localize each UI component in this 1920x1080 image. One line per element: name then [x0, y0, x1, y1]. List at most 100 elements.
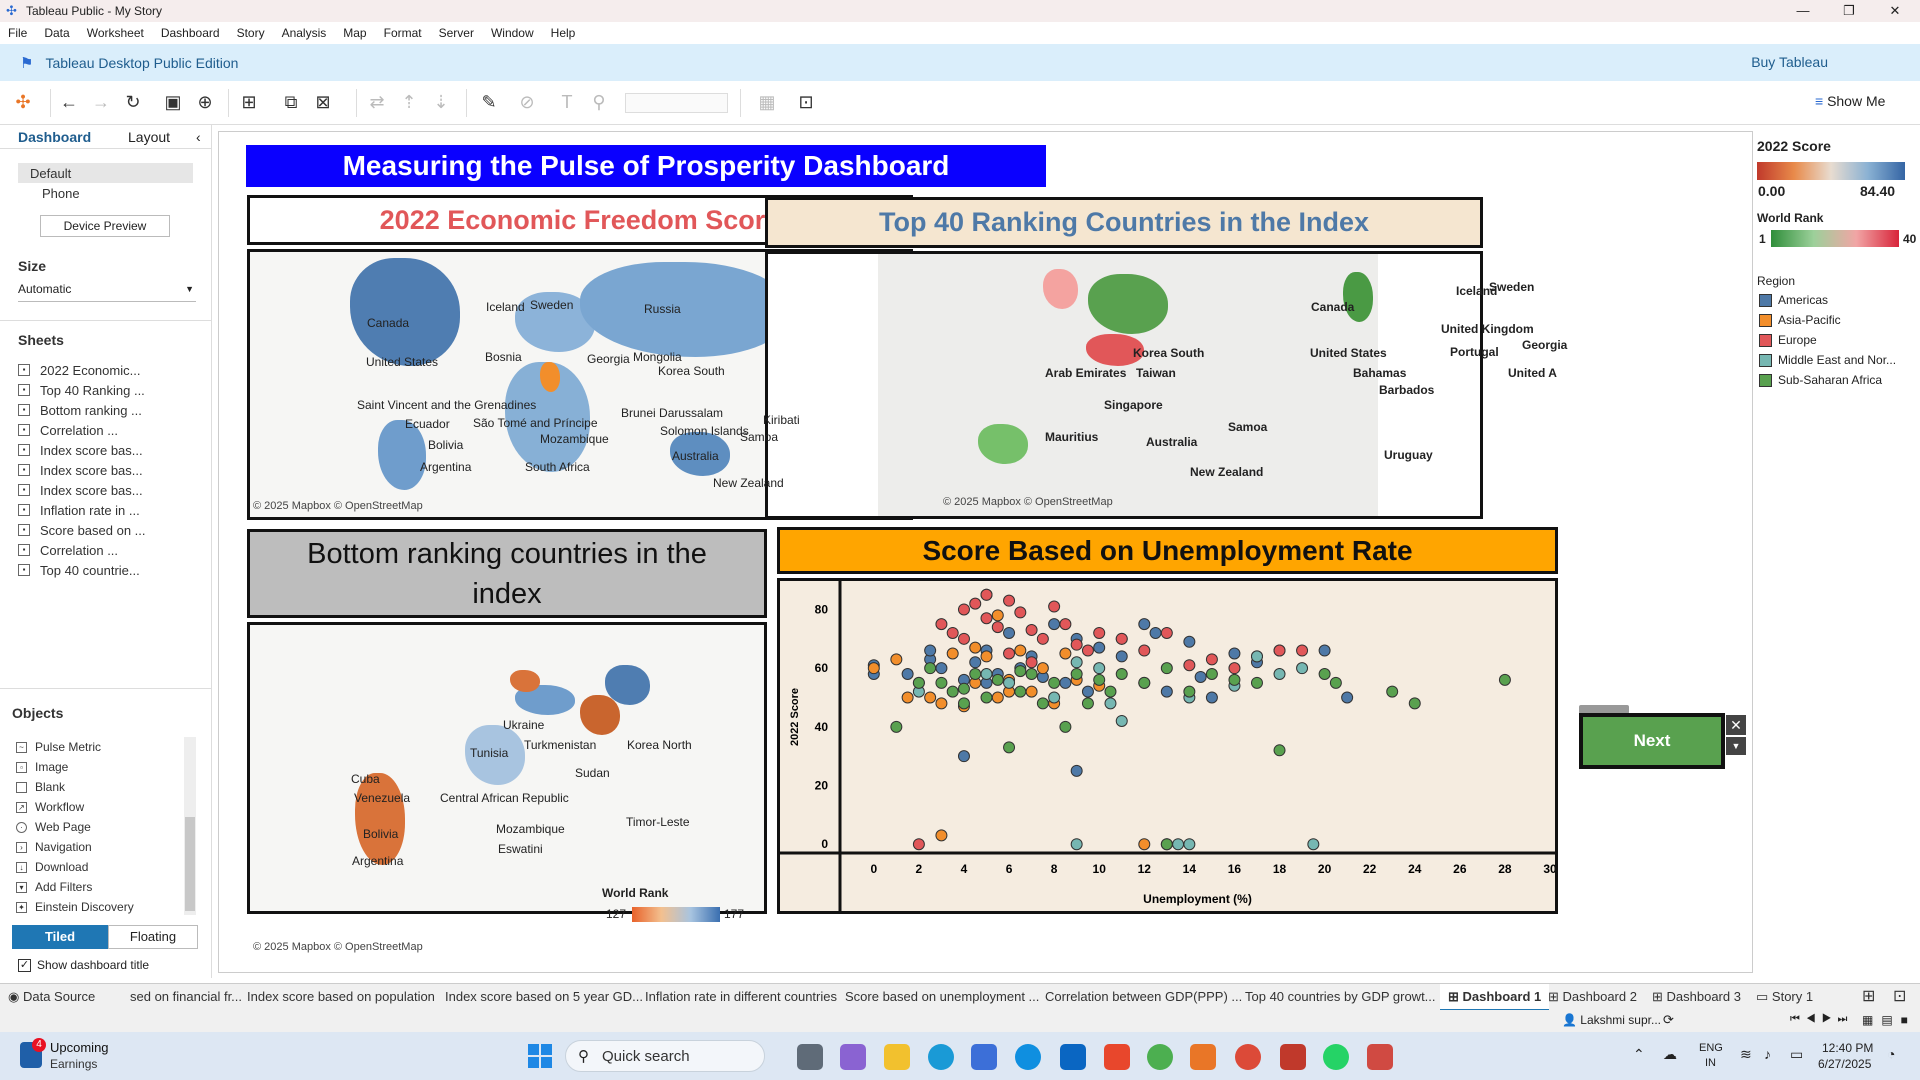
size-select[interactable]: Automatic ▼ [18, 282, 196, 302]
duplicate-icon[interactable]: ⧉ [284, 92, 298, 112]
edge-browser-icon[interactable] [928, 1044, 954, 1070]
menu-file[interactable]: File [8, 26, 28, 40]
linkedin-icon[interactable] [1060, 1044, 1086, 1070]
language-secondary[interactable]: IN [1705, 1057, 1716, 1069]
device-phone[interactable]: Phone [42, 186, 80, 201]
objects-scrollbar[interactable] [184, 737, 196, 915]
collapse-panel-icon[interactable]: ‹ [196, 129, 201, 145]
cards-icon[interactable]: ▦ [758, 92, 776, 112]
tab-data-source[interactable]: ◉ Data Source [8, 989, 95, 1005]
device-preview-button[interactable]: Device Preview [40, 215, 170, 237]
tab-dashboard-2[interactable]: ⊞ Dashboard 2 [1548, 989, 1637, 1005]
tab-sheet[interactable]: Correlation between GDP(PPP) ... [1045, 989, 1243, 1004]
menu-data[interactable]: Data [44, 26, 70, 40]
volume-icon[interactable]: ♪ [1764, 1046, 1771, 1062]
taskbar-search[interactable]: ⚲ Quick search [565, 1040, 765, 1072]
top40-map[interactable] [765, 251, 1483, 519]
sort-descending-icon[interactable]: ⇣ [433, 92, 449, 112]
sheet-item[interactable]: ▪ Top 40 countrie... [18, 561, 140, 579]
tab-sheet[interactable]: Index score based on population [247, 989, 435, 1004]
remove-floating-icon[interactable]: ✕ [1726, 715, 1746, 735]
view-mode-icon[interactable]: ▦▤■ [1862, 1013, 1916, 1027]
legend-item[interactable]: Middle East and Nor... [1759, 351, 1896, 369]
notifications-icon[interactable]: ◔ [1887, 1046, 1896, 1062]
tiled-button[interactable]: Tiled [12, 925, 108, 949]
task-view-icon[interactable] [797, 1044, 823, 1070]
object-pulse-metric[interactable]: ~ Pulse Metric [16, 738, 101, 756]
object-workflow[interactable]: ↗ Workflow [16, 798, 84, 816]
windows-start-icon[interactable] [528, 1044, 552, 1068]
tab-sheet[interactable]: Top 40 countries by GDP growt... [1245, 989, 1436, 1004]
fit-dropdown[interactable] [625, 93, 728, 113]
legend-item[interactable]: Americas [1759, 291, 1828, 309]
menu-analysis[interactable]: Analysis [281, 26, 327, 40]
chrome-profile-icon[interactable] [1235, 1044, 1261, 1070]
drag-handle[interactable] [1579, 705, 1629, 714]
tableau-logo-icon[interactable]: ✣ [15, 92, 31, 112]
clock-time[interactable]: 12:40 PM [1822, 1041, 1874, 1055]
tableau-taskbar-icon[interactable] [1190, 1044, 1216, 1070]
sheet-item[interactable]: ▪ Correlation ... [18, 421, 118, 439]
tab-sheet[interactable]: Score based on unemployment ... [845, 989, 1040, 1004]
new-data-source-icon[interactable]: ⊕ [197, 92, 213, 112]
tab-navigation-icon[interactable]: ⏮◀▶⏭ [1790, 1013, 1854, 1025]
save-icon[interactable]: ▣ [164, 92, 182, 112]
sheet-item[interactable]: ▪ 2022 Economic... [18, 361, 140, 379]
object-blank[interactable]: Blank [16, 778, 65, 796]
sheet-item[interactable]: ▪ Score based on ... [18, 521, 146, 539]
presentation-mode-icon[interactable]: ⊡ [798, 92, 814, 112]
whatsapp-icon[interactable] [1323, 1044, 1349, 1070]
wifi-icon[interactable]: ≋ [1740, 1046, 1752, 1062]
new-worksheet-icon[interactable]: ⊞ [241, 92, 257, 112]
tab-story-1[interactable]: ▭ Story 1 [1756, 989, 1813, 1005]
pdf-app-icon[interactable] [1367, 1044, 1393, 1070]
tab-sheet[interactable]: Index score based on 5 year GD... [445, 989, 643, 1004]
media-app-icon[interactable] [1280, 1044, 1306, 1070]
menu-worksheet[interactable]: Worksheet [86, 26, 144, 40]
sheet-item[interactable]: ▪ Inflation rate in ... [18, 501, 140, 519]
show-me-button[interactable]: ≡ Show Me [1815, 93, 1885, 109]
redo-icon[interactable]: → [92, 92, 110, 112]
sort-ascending-icon[interactable]: ⇡ [401, 92, 417, 112]
sheet-item[interactable]: ▪ Index score bas... [18, 461, 143, 479]
object-download[interactable]: ↓ Download [16, 858, 88, 876]
replay-icon[interactable]: ↻ [125, 92, 141, 112]
sheet-item[interactable]: ▪ Index score bas... [18, 481, 143, 499]
legend-item[interactable]: Asia-Pacific [1759, 311, 1841, 329]
bottom-ranking-map[interactable] [247, 622, 767, 914]
tab-dashboard-1[interactable]: ⊞ Dashboard 1 [1440, 984, 1550, 1011]
device-default[interactable]: Default [30, 166, 72, 181]
menu-window[interactable]: Window [490, 26, 534, 40]
office-icon[interactable] [1104, 1044, 1130, 1070]
unemployment-scatter-chart[interactable]: 024681012141618202224262830020406080Unem… [777, 578, 1558, 914]
object-add-filters[interactable]: ▾ Add Filters [16, 878, 92, 896]
minimize-icon[interactable]: — [1796, 3, 1810, 18]
chevron-up-icon[interactable]: ⌃ [1633, 1046, 1645, 1062]
undo-icon[interactable]: ← [60, 92, 78, 112]
sync-icon[interactable]: ⟳ [1663, 1012, 1674, 1027]
tab-sheet[interactable]: sed on financial fr... [130, 989, 243, 1004]
file-explorer-icon[interactable] [884, 1044, 910, 1070]
new-dashboard-tab-icon[interactable]: ⊡ [1893, 988, 1907, 1005]
sheet-item[interactable]: ▪ Correlation ... [18, 541, 118, 559]
tab-layout[interactable]: Layout [128, 129, 171, 145]
clear-sheet-icon[interactable]: ⊠ [315, 92, 331, 112]
labels-icon[interactable]: T [561, 92, 573, 112]
menu-help[interactable]: Help [550, 26, 576, 40]
sheet-item[interactable]: ▪ Bottom ranking ... [18, 401, 142, 419]
menu-format[interactable]: Format [383, 26, 422, 40]
language-primary[interactable]: ENG [1699, 1042, 1723, 1054]
object-einstein-discovery[interactable]: ✦ Einstein Discovery [16, 898, 134, 916]
menu-map[interactable]: Map [343, 26, 367, 40]
tab-dashboard-3[interactable]: ⊞ Dashboard 3 [1652, 989, 1741, 1005]
object-web-page[interactable]: · Web Page [16, 818, 91, 836]
highlight-icon[interactable]: ✎ [481, 92, 497, 112]
copilot-icon[interactable] [840, 1044, 866, 1070]
store-icon[interactable] [971, 1044, 997, 1070]
scrollbar-thumb[interactable] [185, 817, 195, 911]
tab-dashboard[interactable]: Dashboard [18, 129, 92, 145]
show-title-checkbox[interactable]: ✓ Show dashboard title [18, 958, 149, 972]
object-navigation[interactable]: › Navigation [16, 838, 92, 856]
menu-server[interactable]: Server [438, 26, 474, 40]
next-button[interactable]: Next [1579, 713, 1725, 769]
